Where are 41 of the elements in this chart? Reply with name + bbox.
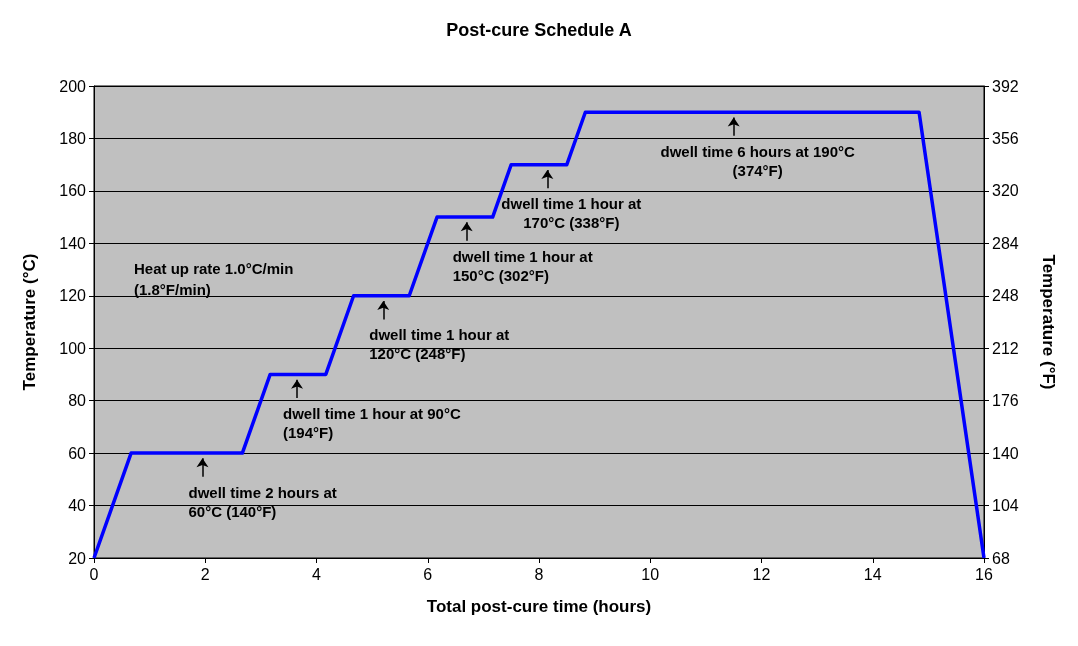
y-tick-label: 160 <box>59 182 87 200</box>
y2-tick-label: 68 <box>992 549 1010 567</box>
y2-tick-label: 356 <box>992 129 1019 147</box>
y-tick-label: 60 <box>68 444 87 462</box>
y2-tick-label: 248 <box>992 287 1019 305</box>
annotation: dwell time 1 hour at 90°C (194°F) <box>283 405 461 442</box>
annotation: Heat up rate 1.0°C/min (1.8°F/min) <box>134 260 294 298</box>
y-tick-label: 80 <box>68 392 87 410</box>
annotation: dwell time 6 hours at 190°C (374°F) <box>660 142 856 179</box>
y-axis-title: Temperature (°C) <box>20 253 39 391</box>
annotation: dwell time 1 hour at 170°C (338°F) <box>501 195 642 232</box>
y2-tick-label: 320 <box>992 182 1019 200</box>
y2-tick-label: 176 <box>992 392 1019 410</box>
x-tick-label: 4 <box>312 565 322 583</box>
y2-tick-label: 392 <box>992 77 1019 95</box>
y-tick-label: 180 <box>59 129 87 147</box>
x-tick-label: 6 <box>423 565 433 583</box>
annotation: dwell time 1 hour at 150°C (302°F) <box>452 247 593 284</box>
y-tick-label: 120 <box>59 287 87 305</box>
y2-tick-label: 104 <box>992 497 1019 515</box>
x-tick-label: 16 <box>975 565 993 583</box>
annotation: dwell time 2 hours at 60°C (140°F) <box>188 483 337 520</box>
y2-axis-title: Temperature (°F) <box>1039 254 1058 390</box>
y-tick-label: 100 <box>59 339 87 357</box>
y2-tick-label: 212 <box>992 339 1019 357</box>
y2-tick-label: 140 <box>992 444 1019 462</box>
x-tick-label: 10 <box>641 565 660 583</box>
y-tick-label: 200 <box>59 77 87 95</box>
y2-tick-label: 284 <box>992 234 1019 252</box>
x-tick-label: 14 <box>863 565 882 583</box>
x-axis-title: Total post-cure time (hours) <box>426 597 652 616</box>
line-series <box>92 110 986 560</box>
x-tick-label: 12 <box>752 565 771 583</box>
annotation: dwell time 1 hour at 120°C (248°F) <box>369 326 510 363</box>
x-tick-label: 2 <box>200 565 210 583</box>
chart-title: Post-cure Schedule A <box>446 20 632 40</box>
x-tick-label: 8 <box>534 565 544 583</box>
x-tick-label: 0 <box>89 565 99 583</box>
y-tick-label: 20 <box>68 549 87 567</box>
y-tick-label: 40 <box>68 497 87 515</box>
y-tick-label: 140 <box>59 234 87 252</box>
